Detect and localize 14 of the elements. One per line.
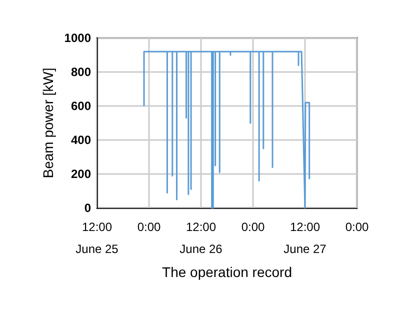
y-tick-label: 200 <box>70 167 92 181</box>
x-axis-title: The operation record <box>162 264 292 280</box>
y-axis-title: Beam power [kW] <box>40 68 56 178</box>
y-tick-label: 400 <box>70 133 92 147</box>
x-tick-label: 12:00 June 26 <box>180 220 223 256</box>
x-tick-label: 0:00 <box>345 220 369 234</box>
y-tick-label: 0 <box>84 201 92 215</box>
y-tick-label: 1000 <box>64 31 92 45</box>
x-tick-label: 12:00 June 25 <box>76 220 119 256</box>
x-tick-label: 12:00 June 27 <box>284 220 327 256</box>
x-tick-label: 0:00 <box>137 220 161 234</box>
y-tick-label: 800 <box>70 65 92 79</box>
y-tick-label: 600 <box>70 99 92 113</box>
x-tick-label: 0:00 <box>241 220 265 234</box>
